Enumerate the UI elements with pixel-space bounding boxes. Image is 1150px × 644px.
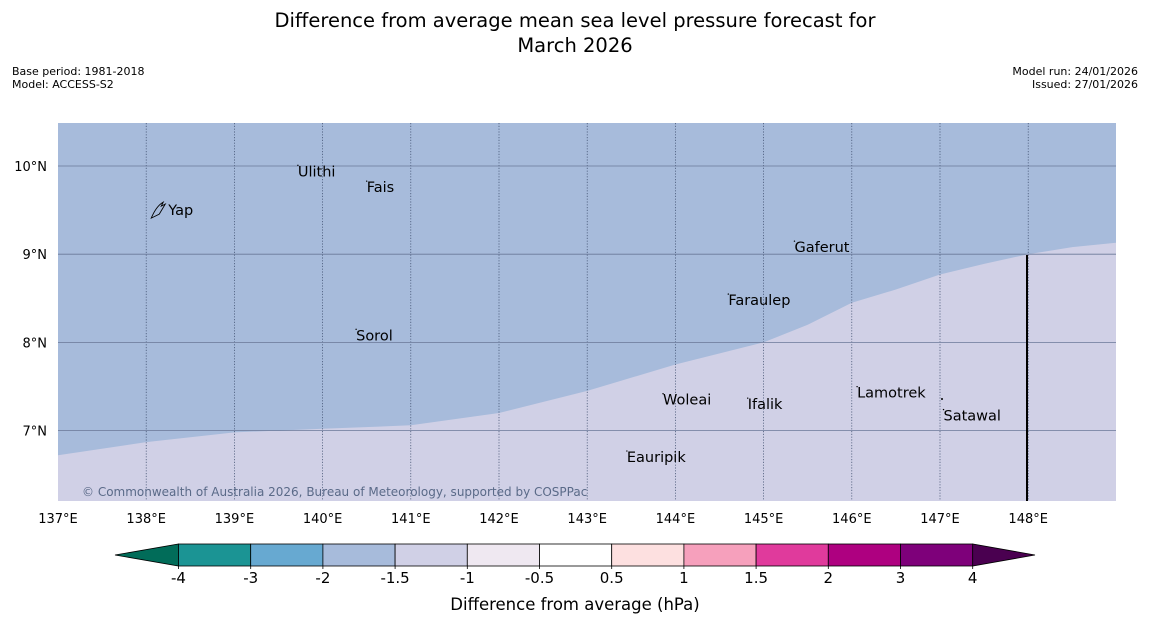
colorbar-label: 0.5 — [600, 569, 624, 587]
colorbar-label: 2 — [824, 569, 834, 587]
colorbar-segment — [466, 543, 540, 567]
model-name: Model: ACCESS-S2 — [12, 78, 114, 91]
longitude-label: 138°E — [126, 512, 166, 527]
longitude-label: 137°E — [38, 512, 78, 527]
colorbar-label: -1.5 — [380, 569, 409, 587]
title-line-2: March 2026 — [517, 34, 633, 57]
island-dot — [856, 385, 858, 388]
copyright-notice: © Commonwealth of Australia 2026, Bureau… — [82, 485, 587, 499]
colorbar-extend-high — [972, 543, 1036, 567]
colorbar-extend-low — [114, 543, 179, 567]
longitude-label: 141°E — [391, 512, 431, 527]
latitude-label: 10°N — [14, 160, 47, 175]
colorbar — [114, 543, 1036, 567]
colorbar-label: -3 — [243, 569, 258, 587]
island-dot — [727, 293, 730, 295]
latitude-label: 9°N — [23, 248, 48, 263]
colorbar-segment — [539, 543, 613, 567]
info-right: Model run: 24/01/2026 Issued: 27/01/2026 — [1012, 65, 1138, 91]
island-dot — [366, 180, 368, 182]
place-label: Fais — [367, 180, 394, 196]
gridlines — [58, 123, 1116, 501]
latitude-label: 7°N — [23, 425, 48, 440]
pressure-band-lower — [58, 242, 1116, 501]
longitude-label: 140°E — [303, 512, 343, 527]
island-dot — [793, 240, 796, 242]
island-dot — [297, 164, 299, 166]
colorbar-title: Difference from average (hPa) — [450, 595, 699, 614]
latitude-labels: 10°N 9°N 8°N 7°N — [14, 160, 47, 440]
colorbar-label: 1 — [679, 569, 689, 587]
place-label: Woleai — [663, 393, 711, 409]
colorbar-label: 1.5 — [744, 569, 768, 587]
longitude-label: 144°E — [656, 512, 696, 527]
map-fill — [58, 123, 1116, 501]
place-label: Faraulep — [728, 293, 790, 309]
colorbar-label: 4 — [968, 569, 978, 587]
place-label: Satawal — [944, 409, 1001, 425]
longitude-label: 146°E — [832, 512, 872, 527]
island-dot — [941, 398, 943, 400]
longitude-label: 143°E — [567, 512, 607, 527]
island-dot — [355, 328, 357, 331]
place-label: Gaferut — [794, 240, 849, 256]
place-label: Sorol — [356, 328, 393, 344]
info-left: Base period: 1981-2018 Model: ACCESS-S2 — [12, 65, 144, 91]
longitude-label: 145°E — [744, 512, 784, 527]
longitude-label: 148°E — [1008, 512, 1048, 527]
colorbar-segment — [250, 543, 324, 567]
title-line-1: Difference from average mean sea level p… — [274, 9, 876, 32]
place-labels: Yap Ulithi Fais Gaferut Faraulep Sorol Lamotre… — [150, 164, 1001, 466]
colorbar-label: 3 — [896, 569, 906, 587]
model-run: Model run: 24/01/2026 — [1012, 65, 1138, 78]
island-dot — [942, 408, 945, 411]
place-label: Ulithi — [298, 164, 336, 180]
place-label: Eauripik — [627, 450, 686, 466]
place-label: Ifalik — [748, 397, 783, 413]
place-label: Lamotrek — [857, 386, 926, 402]
colorbar-segment — [755, 543, 829, 567]
colorbar-segment — [178, 543, 252, 567]
island-dot — [662, 393, 664, 395]
chart-title: Difference from average mean sea level p… — [0, 8, 1150, 58]
base-period: Base period: 1981-2018 — [12, 65, 145, 78]
colorbar-segment — [827, 543, 901, 567]
colorbar-segment — [683, 543, 757, 567]
longitude-label: 142°E — [479, 512, 519, 527]
colorbar-label: -0.5 — [525, 569, 554, 587]
island-outline — [150, 200, 167, 220]
longitude-label: 139°E — [215, 512, 255, 527]
colorbar-label: -1 — [460, 569, 475, 587]
longitude-labels: 137°E 138°E 139°E 140°E 141°E 142°E 143°E 144°E… — [38, 512, 1048, 527]
colorbar-segment — [900, 543, 974, 567]
colorbar-segment — [322, 543, 396, 567]
island-dot — [747, 397, 749, 399]
colorbar-segment — [394, 543, 468, 567]
colorbar-labels: -4 -3 -2 -1.5 -1 -0.5 0.5 1 1.5 2 3 4 — [171, 566, 977, 587]
island-dot — [626, 450, 628, 452]
colorbar-segment — [611, 543, 685, 567]
longitude-label: 147°E — [920, 512, 960, 527]
place-label: Yap — [167, 203, 193, 219]
colorbar-label: -4 — [171, 569, 186, 587]
latitude-label: 8°N — [23, 336, 48, 351]
issued-date: Issued: 27/01/2026 — [1031, 78, 1138, 91]
colorbar-label: -2 — [315, 569, 330, 587]
